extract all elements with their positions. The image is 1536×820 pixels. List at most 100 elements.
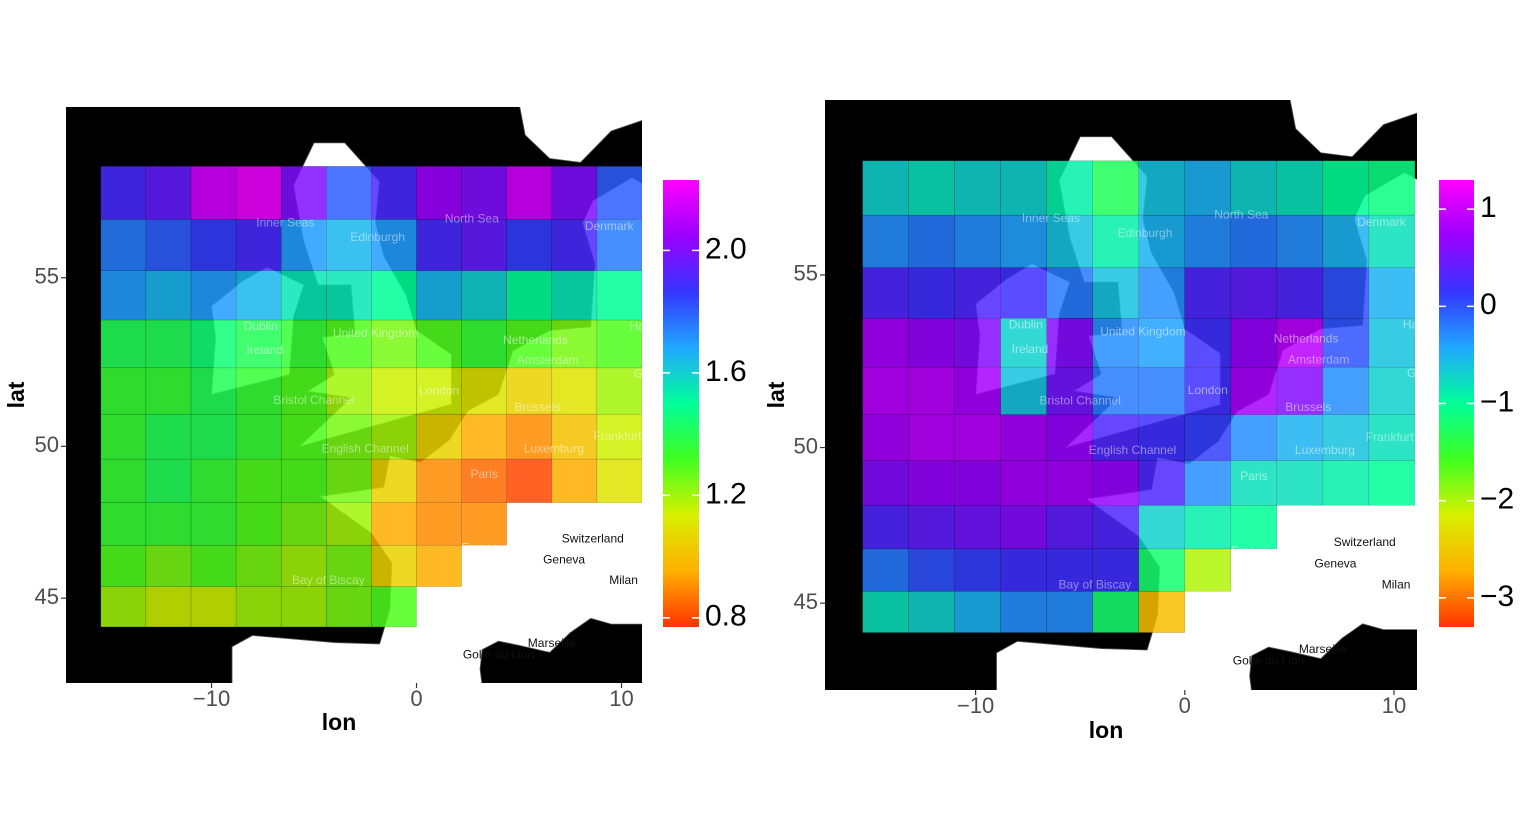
heat-cell	[1322, 214, 1370, 268]
map-label: Frankfurt	[593, 429, 642, 443]
heat-cell	[145, 413, 192, 460]
panel: Inner Seas North Sea Edinburgh Denmark Dubli…	[3, 107, 747, 735]
y-tick-label: 50	[35, 432, 59, 457]
heat-cell	[416, 413, 462, 460]
heat-cell	[190, 219, 237, 271]
map-label: United Kingdom	[333, 326, 418, 340]
heat-cell	[1000, 214, 1047, 268]
heat-cell	[1046, 505, 1094, 550]
heat-cell	[190, 367, 237, 415]
heat-cell	[371, 458, 417, 503]
map-label: Germany	[634, 367, 683, 381]
heat-cell	[1000, 267, 1047, 319]
heat-cell	[371, 270, 417, 321]
map-label: Denmark	[585, 219, 635, 233]
heat-cell	[1184, 160, 1232, 216]
map-label: Luxemburg	[1295, 443, 1355, 457]
heat-cell	[326, 458, 372, 503]
heat-cell	[145, 502, 192, 546]
heat-cell	[280, 367, 327, 415]
heat-cell	[1092, 214, 1140, 268]
heat-cell	[1184, 505, 1232, 550]
heat-cell	[862, 317, 909, 368]
heat-cell	[461, 319, 507, 369]
heat-cell	[862, 160, 909, 216]
heat-cell	[551, 270, 598, 321]
heat-cell	[145, 458, 192, 503]
heat-cell	[954, 460, 1001, 506]
heat-cell	[1046, 460, 1094, 506]
heat-cell	[1138, 505, 1186, 550]
heat-cell	[908, 267, 955, 319]
heat-cell	[371, 586, 417, 628]
heat-cell	[908, 366, 955, 415]
map-label: London	[1188, 383, 1228, 397]
heat-cell	[1138, 366, 1186, 415]
heat-cell	[862, 590, 909, 633]
map-label: Netherlands	[503, 333, 568, 347]
map-label: Paris	[470, 467, 497, 481]
heat-cell	[1368, 414, 1416, 461]
heat-cell	[1092, 460, 1140, 506]
heat-cell	[100, 502, 147, 546]
heat-cell	[461, 413, 507, 460]
heat-cell	[1276, 414, 1324, 461]
heat-cell	[954, 214, 1001, 268]
colorbar	[663, 180, 699, 627]
heat-cell	[461, 458, 507, 503]
plot-area: Inner Seas North Sea Edinburgh Denmark Dubli…	[66, 107, 683, 683]
heat-cell	[280, 502, 327, 546]
heat-cell	[1138, 548, 1186, 592]
heat-cell	[1322, 317, 1370, 368]
heat-cell	[1230, 214, 1278, 268]
map-label: Ireland	[1012, 342, 1049, 356]
heat-cell	[1276, 214, 1324, 268]
heat-cell	[1000, 366, 1047, 415]
heat-cell	[1230, 267, 1278, 319]
heat-cell	[416, 166, 462, 220]
map-label: Edinburgh	[350, 230, 405, 244]
heat-cell	[1046, 160, 1094, 216]
heat-cell	[235, 413, 282, 460]
x-tick-label: 0	[1179, 693, 1191, 718]
heat-cell	[596, 458, 642, 503]
heat-cell	[371, 544, 417, 587]
heat-cell	[862, 366, 909, 415]
heat-cell	[1368, 460, 1416, 506]
heat-cell	[280, 319, 327, 369]
map-label: Hamburg	[630, 319, 679, 333]
heat-cell	[145, 544, 192, 587]
heat-cell	[1092, 160, 1140, 216]
heat-cell	[145, 586, 192, 628]
map-label: Switzerland	[1334, 535, 1396, 549]
heat-cell	[190, 458, 237, 503]
heat-cell	[1000, 460, 1047, 506]
map-label: North Sea	[1214, 207, 1268, 221]
heat-cell	[1092, 414, 1140, 461]
heat-cell	[862, 267, 909, 319]
heat-cell	[416, 319, 462, 369]
heat-cell	[1092, 317, 1140, 368]
heat-cell	[326, 367, 372, 415]
colorbar-label: 0.8	[705, 600, 747, 633]
heat-cell	[100, 586, 147, 628]
map-label: Brussels	[1285, 400, 1331, 414]
map-label: Zurich	[1365, 504, 1398, 518]
x-tick-label: −10	[957, 693, 994, 718]
heat-cell	[280, 413, 327, 460]
x-tick-label: −10	[193, 686, 230, 711]
heat-cell	[1322, 414, 1370, 461]
map-label: Netherlands	[1274, 332, 1339, 346]
x-tick-label: 10	[609, 686, 633, 711]
heat-cell	[1368, 267, 1416, 319]
heat-cell	[190, 413, 237, 460]
heat-cell	[145, 270, 192, 321]
y-tick-label: 45	[35, 584, 59, 609]
map-label: Bristol Channel	[1040, 393, 1121, 407]
heat-cell	[326, 219, 372, 271]
heat-cell	[235, 586, 282, 628]
heat-cell	[551, 458, 598, 503]
map-label: Amsterdam	[517, 353, 578, 367]
map-label: Brussels	[514, 400, 560, 414]
map-label: Dublin	[1009, 317, 1043, 331]
